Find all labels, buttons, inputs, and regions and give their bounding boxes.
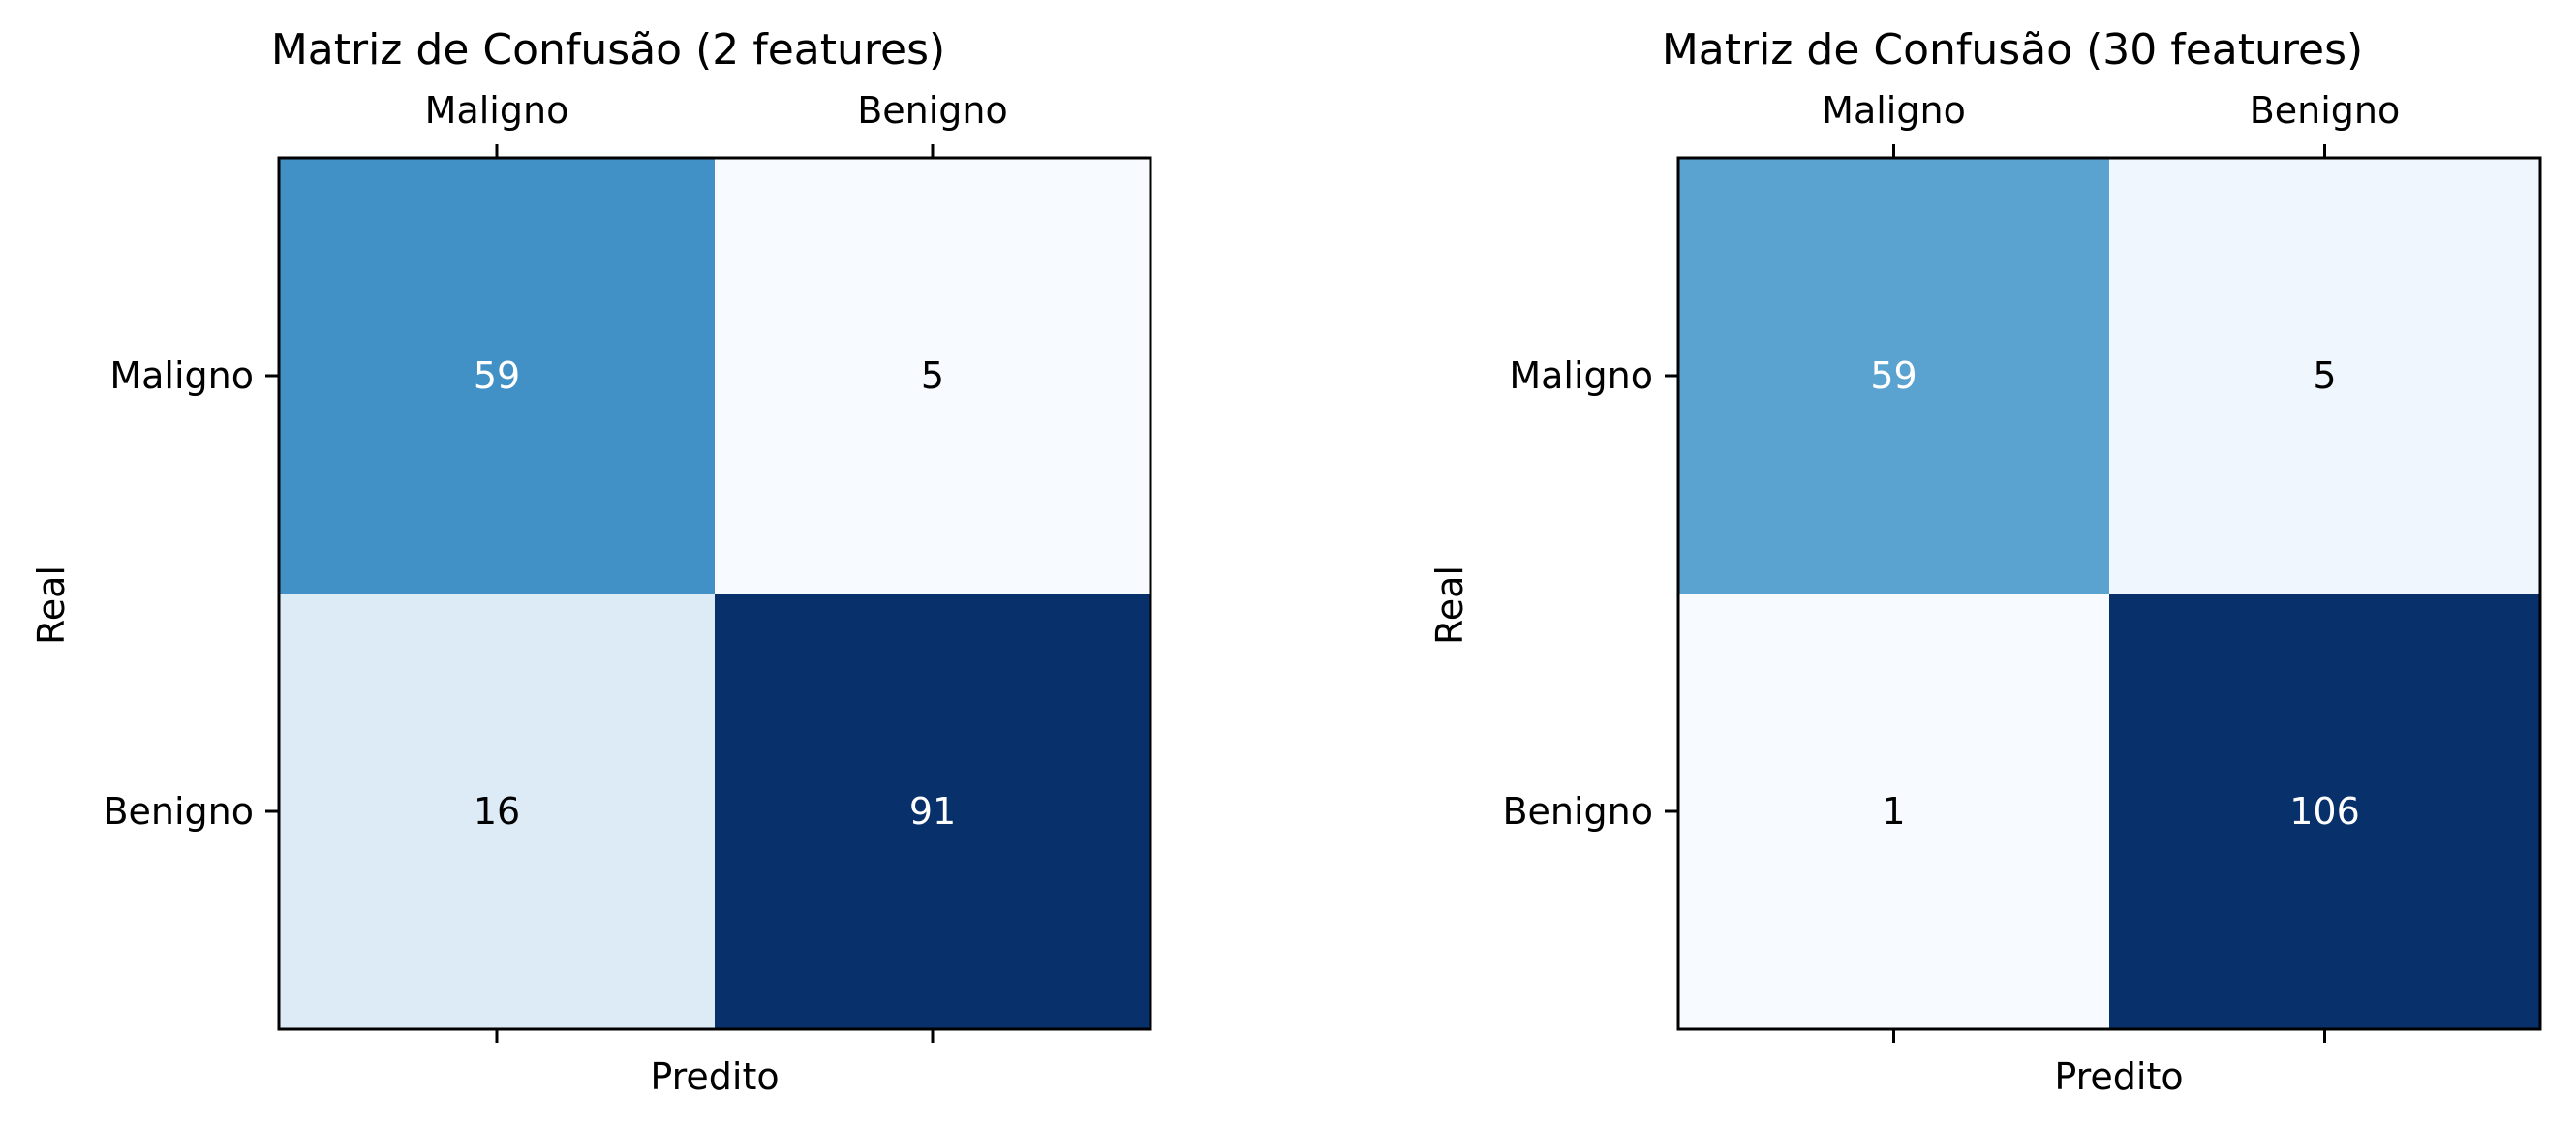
- heatmap-cells: 59 5 16 91: [279, 158, 1150, 1029]
- y-tick-label: Benigno: [1502, 790, 1653, 833]
- y-axis-label: Real: [1428, 565, 1471, 645]
- x-axis-label: Predito: [650, 1055, 779, 1098]
- cell-value-label: 106: [2289, 790, 2360, 833]
- x-tick-label: Maligno: [425, 89, 569, 132]
- chart-panel-2-features: Matriz de Confusão (2 features) Predito …: [30, 25, 1152, 1098]
- heatmap-cell-0-1: [715, 158, 1150, 594]
- heatmap-cells: 59 5 1 106: [1678, 158, 2540, 1029]
- heatmap-cell-0-0: [279, 158, 715, 594]
- x-tick-label: Maligno: [1822, 89, 1966, 132]
- cell-value-label: 59: [474, 354, 520, 397]
- heatmap-cell-1-1: [715, 594, 1150, 1029]
- x-tick-label: Benigno: [857, 89, 1008, 132]
- heatmap-cell-1-0: [1678, 594, 2109, 1029]
- cell-value-label: 91: [909, 790, 956, 833]
- cell-value-label: 16: [474, 790, 520, 833]
- x-axis-label: Predito: [2054, 1055, 2183, 1098]
- y-tick-label: Benigno: [103, 790, 254, 833]
- x-tick-label: Benigno: [2250, 89, 2401, 132]
- axis-ticks: Maligno Benigno Maligno Benigno: [103, 89, 1008, 1043]
- heatmap-cell-0-0: [1678, 158, 2109, 594]
- plot-frame: [1676, 156, 2542, 1031]
- axis-ticks: Maligno Benigno Maligno Benigno: [1502, 89, 2400, 1043]
- plot-frame: [277, 156, 1152, 1031]
- cell-value-label: 1: [1882, 790, 1905, 833]
- cell-value-label: 5: [2313, 354, 2336, 397]
- heatmap-cell-1-0: [279, 594, 715, 1029]
- heatmap-cell-0-1: [2109, 158, 2540, 594]
- cell-value-label: 59: [1870, 354, 1917, 397]
- chart-title: Matriz de Confusão (30 features): [1662, 25, 2363, 75]
- y-tick-label: Maligno: [109, 354, 254, 397]
- y-axis-label: Real: [30, 565, 73, 645]
- heatmap-cell-1-1: [2109, 594, 2540, 1029]
- chart-title: Matriz de Confusão (2 features): [271, 25, 945, 75]
- y-tick-label: Maligno: [1509, 354, 1653, 397]
- cell-value-label: 5: [921, 354, 944, 397]
- chart-panel-30-features: Matriz de Confusão (30 features) Predito…: [1428, 25, 2542, 1098]
